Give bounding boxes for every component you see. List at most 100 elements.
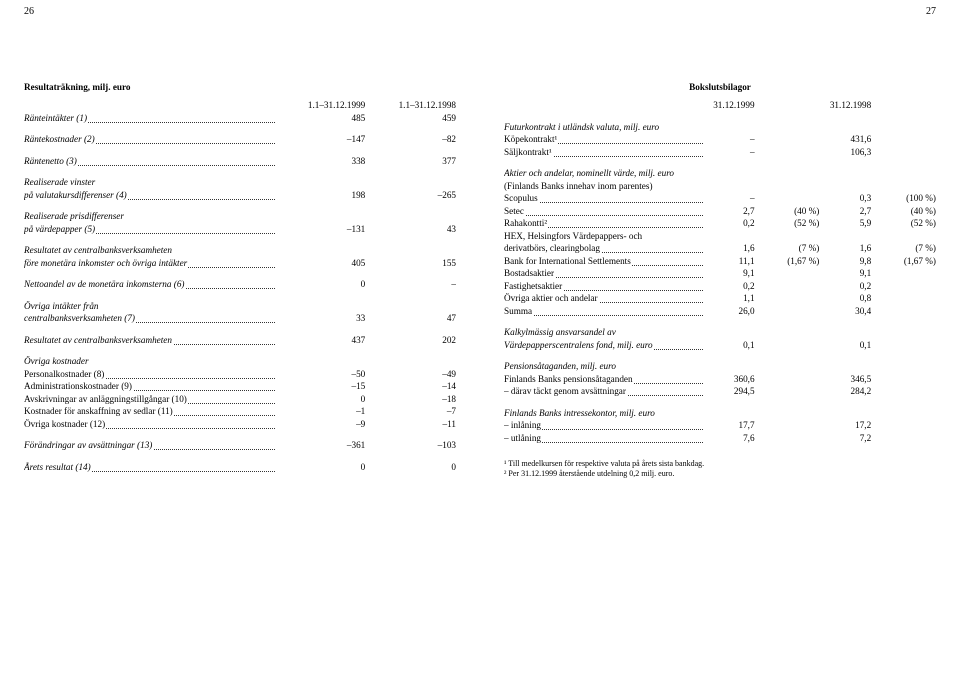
page-number-right: 27 xyxy=(926,6,936,19)
income-row: Räntekostnader (2)–147–82 xyxy=(24,134,456,147)
left-title: Resultaträkning, milj. euro xyxy=(24,82,456,94)
value-1999: 198 xyxy=(275,189,366,202)
row-label: Övriga kostnader xyxy=(24,356,275,369)
footnotes: ¹ Till medelkursen för respektive valuta… xyxy=(504,459,936,479)
income-row: Nettoandel av de monetära inkomsterna (6… xyxy=(24,279,456,292)
notes-label: Övriga aktier och andelar xyxy=(504,293,703,306)
value-1998 xyxy=(365,245,456,258)
value-1999: –9 xyxy=(275,418,366,431)
notes-label: Summa xyxy=(504,305,703,318)
income-statement-table: 1.1–31.12.1999 1.1–31.12.1998 Ränteintäk… xyxy=(24,100,456,474)
col-header-1998: 1.1–31.12.1998 xyxy=(365,100,456,113)
income-row: på värdepapper (5)–13143 xyxy=(24,223,456,236)
footnote-1: ¹ Till medelkursen för respektive valuta… xyxy=(504,459,936,469)
notes-row: Scopulus–0,3(100 %) xyxy=(504,193,936,206)
income-row: Förändringar av avsättningar (13)–361–10… xyxy=(24,440,456,453)
row-label: Förändringar av avsättningar (13) xyxy=(24,440,275,453)
notes-row: Bostadsaktier9,19,1 xyxy=(504,268,936,281)
right-content: Bokslutsbilagor 31.12.1999 31.12.1998 Fu… xyxy=(504,82,936,479)
page-right: 27 Bokslutsbilagor 31.12.1999 31.12.1998 xyxy=(480,0,960,679)
income-row: Övriga kostnader xyxy=(24,356,456,369)
value-1998: 43 xyxy=(365,223,456,236)
income-row: Realiserade prisdifferenser xyxy=(24,211,456,224)
value-1999: 485 xyxy=(275,112,366,125)
right-title: Bokslutsbilagor xyxy=(504,82,936,94)
row-label: Personalkostnader (8) xyxy=(24,368,275,381)
value-1998: –49 xyxy=(365,368,456,381)
value-1998: –18 xyxy=(365,393,456,406)
notes-row: – utlåning7,67,2 xyxy=(504,432,936,445)
row-label: Resultatet av centralbanksverksamheten xyxy=(24,334,275,347)
value-1999 xyxy=(275,177,366,190)
value-1999: 338 xyxy=(275,155,366,168)
notes-row: Övriga aktier och andelar1,10,8 xyxy=(504,293,936,306)
value-1998 xyxy=(365,356,456,369)
income-row: Övriga kostnader (12)–9–11 xyxy=(24,418,456,431)
row-label: Övriga intäkter från xyxy=(24,300,275,313)
notes-row: – inlåning17,717,2 xyxy=(504,420,936,433)
notes-label: Köpekontrakt¹ xyxy=(504,134,703,147)
value-1999 xyxy=(275,356,366,369)
income-row: före monetära inkomster och övriga intäk… xyxy=(24,257,456,270)
income-row: Personalkostnader (8)–50–49 xyxy=(24,368,456,381)
value-1998: –265 xyxy=(365,189,456,202)
row-label: på värdepapper (5) xyxy=(24,223,275,236)
value-1998: 202 xyxy=(365,334,456,347)
value-1998: –82 xyxy=(365,134,456,147)
section-heading: Finlands Banks intressekontor, milj. eur… xyxy=(504,407,936,420)
row-label: Räntenetto (3) xyxy=(24,155,275,168)
value-1999: –50 xyxy=(275,368,366,381)
value-1999: 0 xyxy=(275,461,366,474)
notes-row: – därav täckt genom avsättningar294,5284… xyxy=(504,386,936,399)
value-1999 xyxy=(275,300,366,313)
value-1998 xyxy=(365,300,456,313)
row-label: Årets resultat (14) xyxy=(24,461,275,474)
value-1999 xyxy=(275,211,366,224)
value-1998 xyxy=(365,211,456,224)
notes-label: Setec xyxy=(504,205,703,218)
value-1999: –131 xyxy=(275,223,366,236)
page-left: 26 Resultaträkning, milj. euro 1.1–31.12… xyxy=(0,0,480,679)
notes-row: HEX, Helsingfors Värdepappers- och xyxy=(504,230,936,243)
income-row: Administrationskostnader (9)–15–14 xyxy=(24,381,456,394)
value-1998 xyxy=(365,177,456,190)
section-heading: Pensionsåtaganden, milj. euro xyxy=(504,361,936,374)
section-heading: Futurkontrakt i utländsk valuta, milj. e… xyxy=(504,121,936,134)
notes-row: Köpekontrakt¹–431,6 xyxy=(504,134,936,147)
header-row: 1.1–31.12.1999 1.1–31.12.1998 xyxy=(24,100,456,113)
value-1999: 0 xyxy=(275,279,366,292)
row-label: före monetära inkomster och övriga intäk… xyxy=(24,257,275,270)
row-label: Realiserade prisdifferenser xyxy=(24,211,275,224)
value-1999: –15 xyxy=(275,381,366,394)
value-1998: 0 xyxy=(365,461,456,474)
notes-label: – utlåning xyxy=(504,432,703,445)
notes-row: Fastighetsaktier0,20,2 xyxy=(504,280,936,293)
value-1998: – xyxy=(365,279,456,292)
value-1998: 459 xyxy=(365,112,456,125)
value-1999: 33 xyxy=(275,313,366,326)
income-row: Resultatet av centralbanksverksamheten43… xyxy=(24,334,456,347)
value-1999: 0 xyxy=(275,393,366,406)
value-1999: 405 xyxy=(275,257,366,270)
value-1999: –147 xyxy=(275,134,366,147)
income-row: Realiserade vinster xyxy=(24,177,456,190)
notes-label: HEX, Helsingfors Värdepappers- och xyxy=(504,230,703,243)
notes-label: Finlands Banks pensionsåtaganden xyxy=(504,373,703,386)
notes-row: Summa26,030,4 xyxy=(504,305,936,318)
row-label: Räntekostnader (2) xyxy=(24,134,275,147)
notes-table: 31.12.1999 31.12.1998 Futurkontrakt i ut… xyxy=(504,100,936,445)
row-label: Resultatet av centralbanksverksamheten xyxy=(24,245,275,258)
notes-row: Setec2,7(40 %)2,7(40 %) xyxy=(504,205,936,218)
page-number-left: 26 xyxy=(24,6,34,19)
notes-header-row: 31.12.1999 31.12.1998 xyxy=(504,100,936,113)
income-row: Övriga intäkter från xyxy=(24,300,456,313)
col-header-1999: 1.1–31.12.1999 xyxy=(275,100,366,113)
section-heading: Kalkylmässig ansvarsandel av xyxy=(504,327,936,340)
notes-label: Säljkontrakt¹ xyxy=(504,146,703,159)
income-row: Årets resultat (14)00 xyxy=(24,461,456,474)
notes-col-1999: 31.12.1999 xyxy=(703,100,755,113)
section-heading: Aktier och andelar, nominellt värde, mil… xyxy=(504,168,936,181)
page-spread: 26 Resultaträkning, milj. euro 1.1–31.12… xyxy=(0,0,960,679)
row-label: Avskrivningar av anläggningstillgångar (… xyxy=(24,393,275,406)
value-1998: –7 xyxy=(365,406,456,419)
